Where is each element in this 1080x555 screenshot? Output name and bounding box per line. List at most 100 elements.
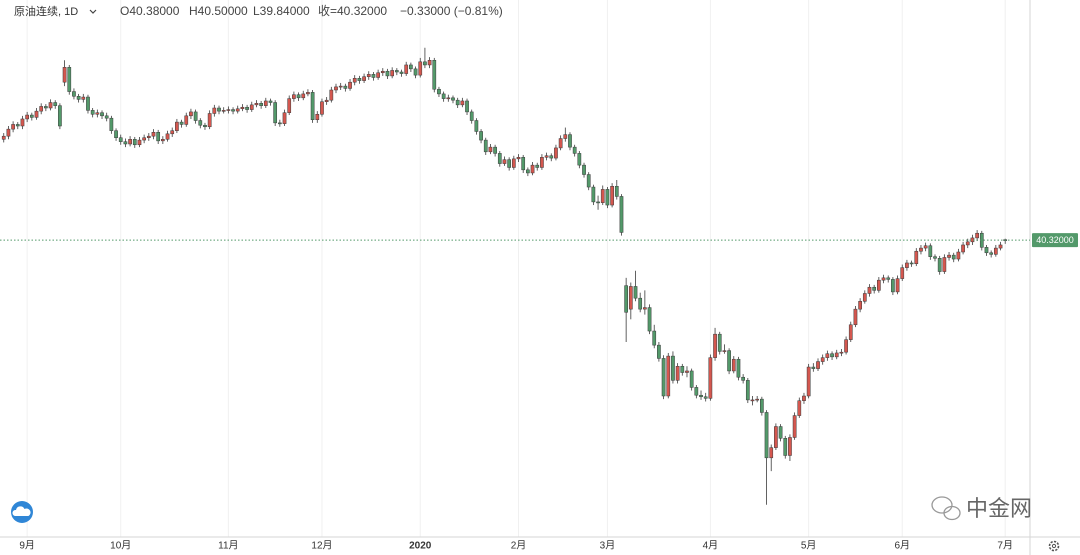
candle-body <box>44 106 48 109</box>
candle-body <box>647 307 652 332</box>
candle-body <box>460 100 465 106</box>
candle-body <box>254 103 259 106</box>
candle-body <box>198 120 203 126</box>
candle-body <box>488 146 493 153</box>
cloud-icon[interactable] <box>11 501 33 523</box>
candle-body <box>11 124 15 130</box>
candle-body <box>947 254 951 258</box>
candle-body <box>689 370 694 388</box>
candle-body <box>95 112 100 115</box>
candle-body <box>675 366 680 381</box>
candle-body <box>380 70 385 74</box>
candle-body <box>848 324 853 340</box>
candle-body <box>474 120 479 132</box>
candle-body <box>109 117 114 131</box>
candle-body <box>731 358 736 372</box>
candle-body <box>895 278 900 293</box>
candle-body <box>451 97 455 101</box>
candle-body <box>614 186 619 197</box>
candle-body <box>713 333 717 358</box>
candle-body <box>287 98 292 113</box>
candle-body <box>853 308 858 326</box>
candle-body <box>217 107 221 112</box>
candle-body <box>568 134 572 148</box>
candle-body <box>221 110 226 112</box>
candle-body <box>975 232 979 239</box>
candle-body <box>423 61 427 66</box>
candle-body <box>811 366 816 369</box>
candle-body <box>858 301 862 310</box>
candle-body <box>703 396 708 399</box>
candle-body <box>226 109 231 111</box>
candle-body <box>540 157 544 168</box>
candle-body <box>530 164 535 174</box>
candle-body <box>235 108 240 112</box>
candle-body <box>446 97 451 100</box>
candle-body <box>624 285 628 313</box>
candle-body <box>872 286 877 291</box>
x-tick-label: 11月 <box>218 540 238 552</box>
candle-body <box>502 159 507 164</box>
candle-body <box>741 376 745 381</box>
candle-body <box>34 110 39 118</box>
header-value: −0.33000 (−0.81%) <box>400 4 503 18</box>
candles <box>1 47 1008 505</box>
candle-body <box>516 157 521 160</box>
candle-body <box>455 99 460 106</box>
x-tick-label: 12月 <box>311 540 332 552</box>
ohlc-header: O40.38000 H40.50000 L39.84000 收=40.32000 −0.… <box>120 4 503 18</box>
candle-body <box>755 398 760 401</box>
candle-body <box>671 355 675 381</box>
candle-body <box>245 106 249 110</box>
candle-body <box>666 355 671 397</box>
candle-body <box>29 114 34 118</box>
candle-body <box>123 141 128 145</box>
chart-title[interactable]: 原油连续, 1D <box>14 4 78 18</box>
candle-body <box>142 137 146 141</box>
last-price-label: 40.32000 <box>1036 235 1074 245</box>
header-value: H40.50000 <box>189 4 248 18</box>
candle-body <box>128 139 132 145</box>
candle-body <box>591 186 596 203</box>
x-tick-label: 10月 <box>110 540 131 552</box>
candle-body <box>965 241 970 246</box>
candle-body <box>572 146 577 154</box>
candle-body <box>100 112 104 117</box>
overlay: 40.32000 <box>0 233 1078 248</box>
candle-body <box>596 201 600 204</box>
candle-body <box>179 121 184 125</box>
header-value: 收=40.32000 <box>318 4 387 18</box>
candle-body <box>586 174 591 188</box>
candle-body <box>511 158 516 168</box>
candle-body <box>348 81 352 89</box>
candle-body <box>984 247 989 254</box>
candle-body <box>151 132 156 137</box>
candle-body <box>549 155 554 159</box>
candle-body <box>338 85 343 88</box>
candle-body <box>745 380 750 401</box>
candle-body <box>277 122 282 125</box>
candle-body <box>928 245 933 257</box>
x-tick-label: 3月 <box>600 540 616 552</box>
candle-body <box>774 426 778 448</box>
candle-body <box>605 189 610 206</box>
settings-icon[interactable] <box>1048 540 1060 552</box>
candle-body <box>942 257 947 272</box>
candle-body <box>783 438 788 456</box>
candle-body <box>619 196 624 233</box>
watermark-logo <box>931 496 961 521</box>
candle-body <box>834 352 839 358</box>
candle-body <box>20 118 25 127</box>
candle-body <box>862 293 867 302</box>
candle-body <box>806 366 811 397</box>
title-chevron[interactable] <box>89 9 97 14</box>
candle-body <box>310 92 315 120</box>
candle-body <box>750 399 755 402</box>
candle-body <box>844 339 848 353</box>
candle-body <box>830 353 834 358</box>
candle-body <box>652 330 657 346</box>
candle-body <box>315 114 320 120</box>
candle-body <box>797 400 802 416</box>
grid <box>26 0 1006 537</box>
